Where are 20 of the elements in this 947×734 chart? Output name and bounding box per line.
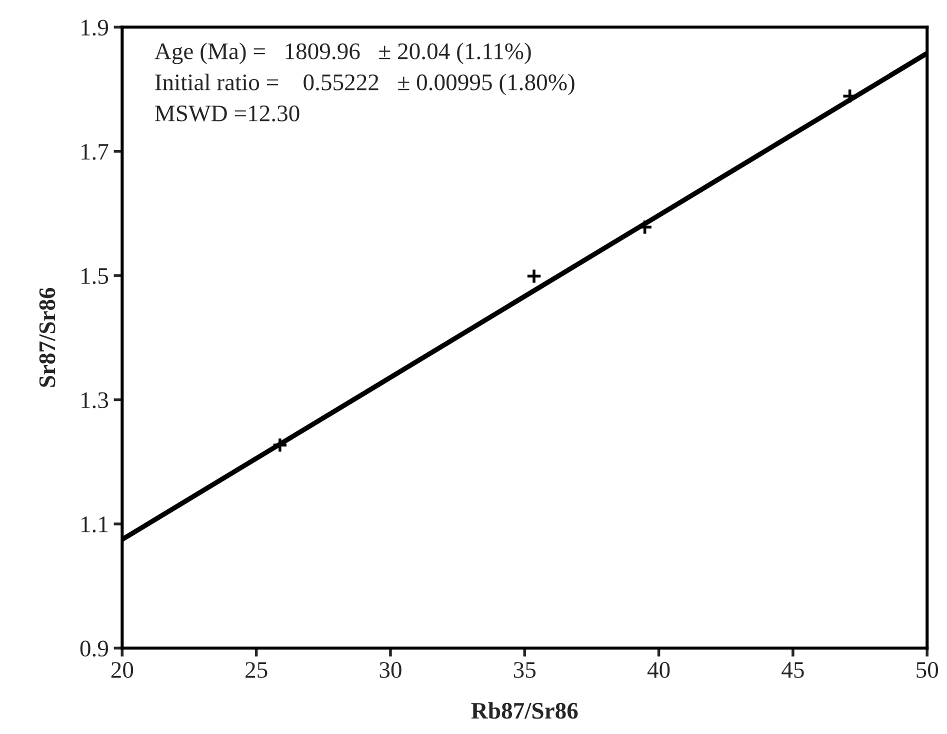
y-tick-label: 1.9: [82, 20, 108, 36]
x-tick-label: 40: [647, 662, 670, 678]
x-tick-label: 35: [514, 662, 536, 678]
annotation: MSWD =12.30: [155, 105, 300, 122]
x-axis-title: Rb87/Sr86: [471, 702, 578, 719]
annotation: Initial ratio = 0.55222 ± 0.00995 (1.80%): [155, 74, 574, 96]
x-tick-label: 30: [380, 662, 402, 678]
y-tick-label: 0.9: [80, 640, 108, 657]
x-tick-label: 20: [111, 662, 134, 678]
x-tick-label: 25: [246, 662, 268, 678]
point: [526, 268, 542, 284]
y-tick-label: 1.5: [82, 268, 108, 284]
y-axis-title: Sr87/Sr86: [39, 288, 56, 387]
y-tick-label: 1.7: [82, 144, 108, 160]
y-tick-label: 1.1: [82, 516, 108, 532]
x-tick-label: 45: [782, 662, 804, 678]
annotation: Age (Ma) = 1809.96 ± 20.04 (1.11%): [154, 42, 531, 64]
x-tick-label: 50: [916, 662, 938, 678]
y-tick-label: 1.3: [82, 392, 108, 408]
point: [272, 437, 288, 454]
